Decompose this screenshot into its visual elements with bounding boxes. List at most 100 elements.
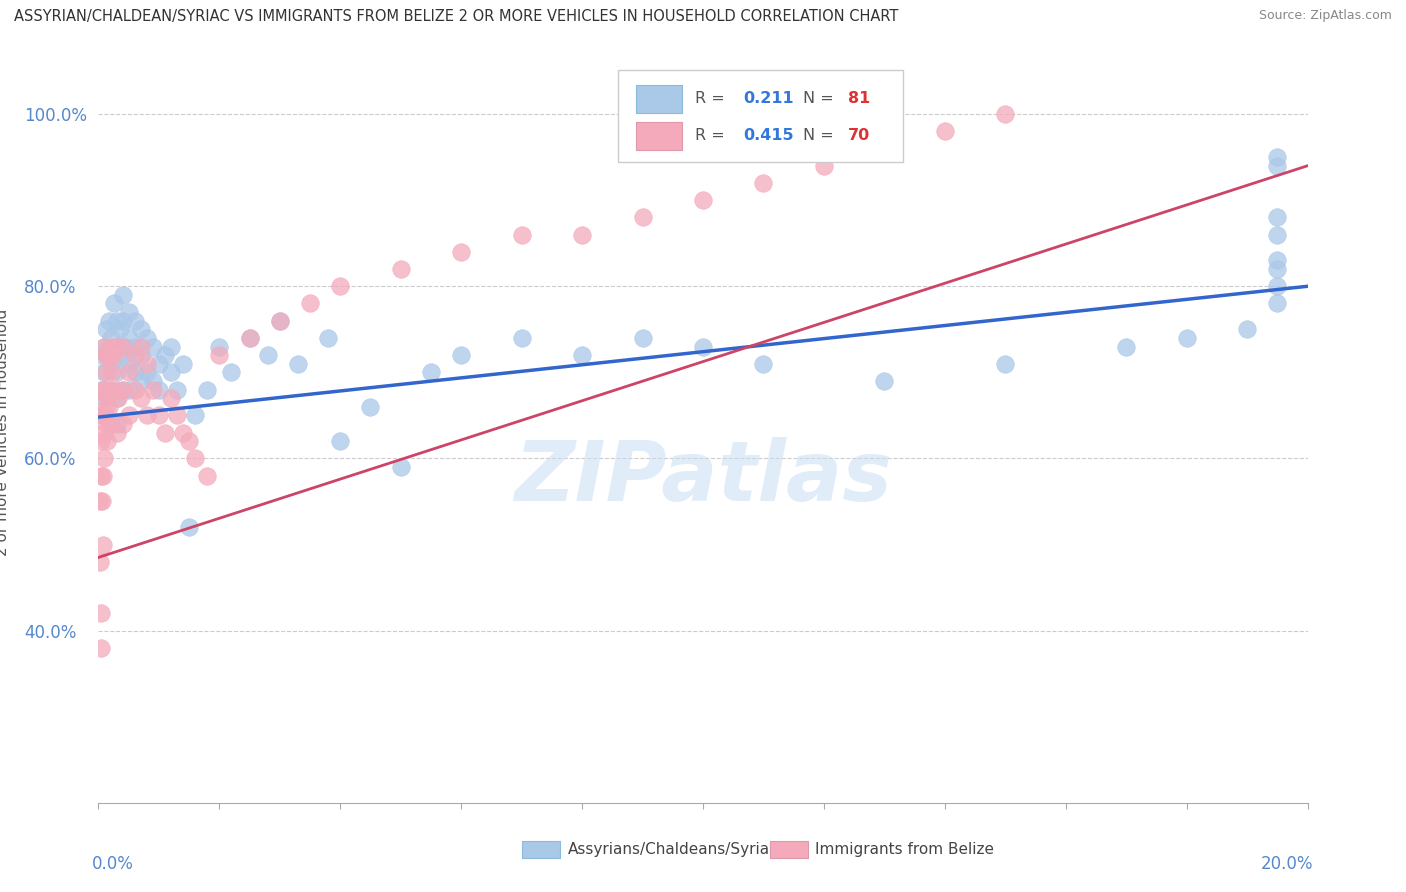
Point bbox=[91, 537, 114, 551]
Point bbox=[148, 383, 170, 397]
Point bbox=[172, 425, 194, 440]
Point bbox=[129, 348, 152, 362]
Point bbox=[873, 374, 896, 388]
Point bbox=[96, 434, 118, 449]
Point bbox=[1267, 279, 1289, 293]
Point bbox=[129, 374, 152, 388]
Point bbox=[148, 409, 170, 423]
Point bbox=[105, 383, 128, 397]
Point bbox=[360, 400, 382, 414]
Point bbox=[96, 365, 118, 379]
Text: R =: R = bbox=[695, 128, 724, 144]
Point bbox=[1115, 339, 1137, 353]
Point bbox=[269, 314, 291, 328]
Point bbox=[184, 409, 207, 423]
Point bbox=[91, 494, 114, 508]
Point bbox=[100, 383, 122, 397]
Text: R =: R = bbox=[695, 91, 724, 106]
Text: 20.0%: 20.0% bbox=[1261, 855, 1313, 872]
Point bbox=[692, 339, 714, 353]
Point bbox=[631, 211, 654, 225]
Point bbox=[90, 468, 112, 483]
Point bbox=[195, 383, 218, 397]
Point bbox=[96, 417, 118, 431]
Point bbox=[100, 383, 122, 397]
Point bbox=[124, 383, 146, 397]
Point bbox=[329, 279, 352, 293]
Point bbox=[124, 339, 146, 353]
Point bbox=[98, 314, 121, 328]
Point bbox=[100, 348, 122, 362]
Point bbox=[105, 314, 128, 328]
Point bbox=[1236, 322, 1258, 336]
Point bbox=[94, 400, 117, 414]
Point bbox=[994, 357, 1017, 371]
Point bbox=[135, 365, 157, 379]
Text: Assyrians/Chaldeans/Syriacs: Assyrians/Chaldeans/Syriacs bbox=[568, 842, 786, 857]
Y-axis label: 2 or more Vehicles in Household: 2 or more Vehicles in Household bbox=[0, 309, 10, 557]
Point bbox=[1267, 296, 1289, 310]
Point bbox=[1175, 331, 1198, 345]
FancyBboxPatch shape bbox=[619, 70, 903, 162]
Point bbox=[105, 417, 128, 431]
Point bbox=[94, 348, 117, 362]
Text: 0.211: 0.211 bbox=[742, 91, 793, 106]
Point bbox=[631, 331, 654, 345]
Point bbox=[93, 409, 115, 423]
Point bbox=[100, 417, 122, 431]
Text: 0.415: 0.415 bbox=[742, 128, 793, 144]
Point bbox=[450, 244, 472, 259]
Point bbox=[105, 339, 128, 353]
Point bbox=[93, 391, 115, 405]
Point bbox=[1267, 150, 1289, 164]
Point bbox=[96, 348, 118, 362]
Point bbox=[934, 124, 956, 138]
Point bbox=[287, 357, 309, 371]
Point bbox=[1267, 159, 1289, 173]
Point bbox=[118, 409, 141, 423]
Point bbox=[93, 365, 115, 379]
Point bbox=[93, 339, 115, 353]
Point bbox=[389, 460, 412, 475]
Point bbox=[172, 357, 194, 371]
Point bbox=[111, 417, 134, 431]
Point bbox=[124, 314, 146, 328]
Point bbox=[118, 331, 141, 345]
Point bbox=[93, 383, 115, 397]
Point bbox=[208, 348, 231, 362]
Bar bbox=[637, 85, 682, 112]
Point bbox=[316, 331, 339, 345]
Point bbox=[111, 288, 134, 302]
Point bbox=[114, 339, 136, 353]
Point bbox=[179, 434, 201, 449]
Text: Source: ZipAtlas.com: Source: ZipAtlas.com bbox=[1258, 9, 1392, 22]
Point bbox=[1267, 211, 1289, 225]
Point bbox=[107, 391, 129, 405]
Point bbox=[752, 357, 775, 371]
Point bbox=[90, 640, 112, 655]
Point bbox=[208, 339, 231, 353]
Point bbox=[111, 383, 134, 397]
Point bbox=[129, 391, 152, 405]
Point bbox=[90, 383, 112, 397]
Point bbox=[135, 409, 157, 423]
Bar bbox=[769, 840, 808, 858]
Point bbox=[105, 391, 128, 405]
Point bbox=[96, 348, 118, 362]
Point bbox=[873, 142, 896, 156]
Point bbox=[221, 365, 243, 379]
Point bbox=[1267, 227, 1289, 242]
Point bbox=[111, 339, 134, 353]
Point bbox=[450, 348, 472, 362]
Point bbox=[571, 227, 593, 242]
Point bbox=[91, 468, 114, 483]
Point bbox=[510, 331, 533, 345]
Point bbox=[90, 348, 112, 362]
Point bbox=[692, 193, 714, 207]
Point bbox=[91, 409, 114, 423]
Point bbox=[91, 409, 114, 423]
Point bbox=[90, 607, 112, 621]
Text: N =: N = bbox=[803, 128, 834, 144]
Point bbox=[239, 331, 262, 345]
Point bbox=[111, 314, 134, 328]
